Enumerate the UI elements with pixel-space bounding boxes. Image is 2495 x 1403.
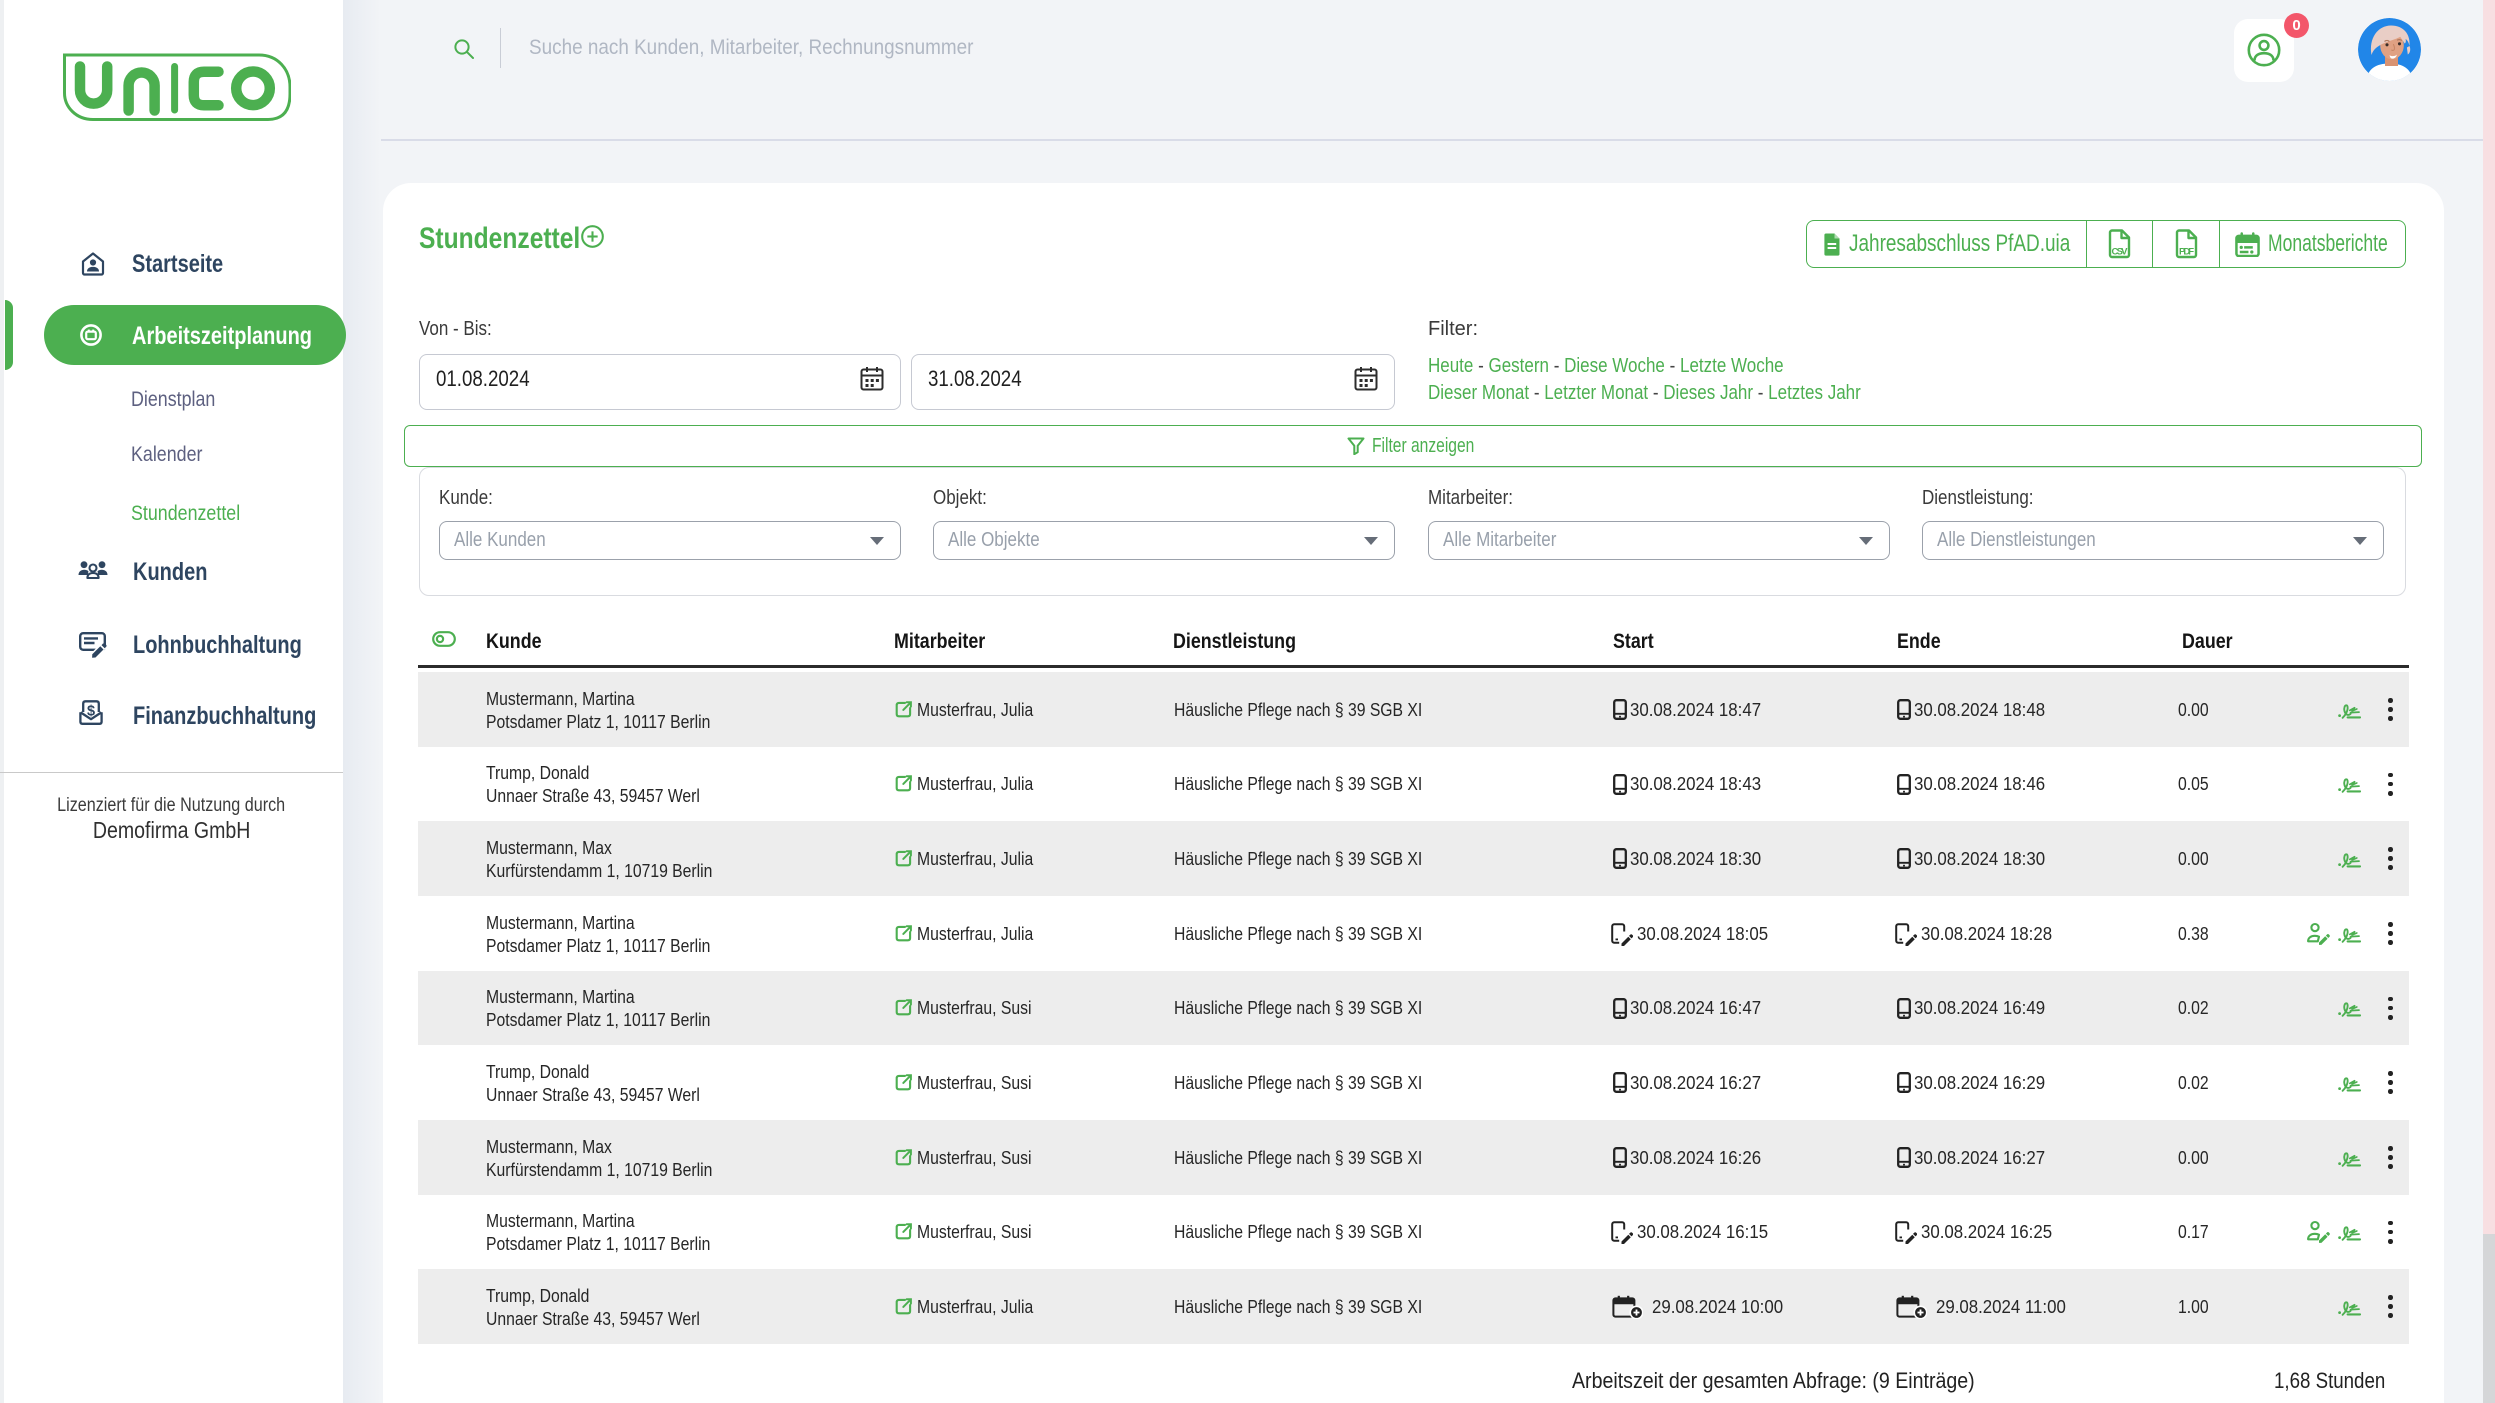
svg-text:PDF: PDF <box>2179 247 2194 258</box>
svg-text:CSV: CSV <box>2112 247 2129 258</box>
